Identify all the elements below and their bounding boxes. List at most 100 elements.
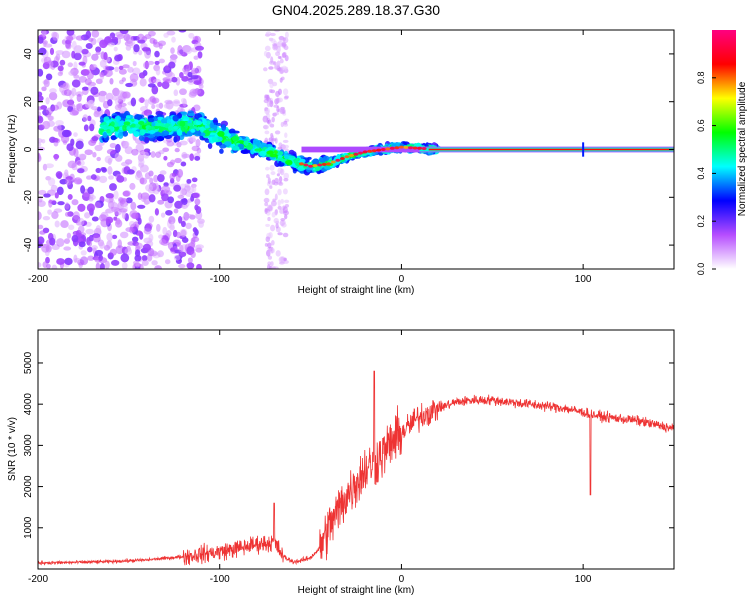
spectrogram-cell	[71, 40, 77, 50]
spectrogram-cell	[276, 97, 280, 104]
colorbar-tick-label: 0.2	[696, 215, 706, 228]
spectrogram-cell	[279, 168, 285, 176]
spectrogram-cell	[113, 190, 119, 200]
spectrogram-cell	[280, 198, 284, 204]
spectrogram-cell	[106, 71, 114, 76]
spectrogram-cell	[171, 76, 178, 83]
spectrogram-cell	[274, 208, 279, 215]
spectrogram-cell	[95, 78, 103, 85]
spectrogram-cell	[266, 249, 271, 257]
spectrogram-cell	[122, 64, 130, 69]
spectrogram-cell	[73, 52, 82, 61]
spectrogram-cell	[282, 51, 287, 58]
spectrogram-cell	[78, 76, 87, 83]
spectrogram-cell	[276, 157, 284, 162]
spectrogram-cell	[173, 184, 182, 192]
spectrogram-cell	[189, 135, 196, 142]
spectrogram-cell	[176, 49, 185, 56]
spectrogram-cell	[109, 183, 117, 191]
spectrogram-cell	[155, 265, 161, 269]
spectrogram-cell	[115, 217, 121, 225]
spectrogram-cell	[184, 45, 193, 55]
spectrogram-cell	[82, 114, 89, 122]
spectrogram-x-tick-label: 100	[575, 274, 592, 285]
spectrogram-cell	[75, 140, 84, 150]
spectrogram-cell	[60, 220, 69, 229]
spectrogram-cell	[56, 258, 65, 265]
colorbar-tick-label: 0.4	[696, 167, 706, 180]
spectrogram-cell	[135, 242, 143, 249]
spectrogram-cell	[115, 248, 121, 253]
spectrogram-cell	[106, 232, 113, 242]
spectrogram-cell	[43, 56, 52, 65]
colorbar-ticks: 0.0 0.2 0.4 0.6 0.8	[696, 72, 716, 275]
snr-plot-area	[38, 330, 674, 569]
spectrogram-cell	[54, 138, 61, 144]
spectrogram-x-tick-label: -100	[210, 274, 230, 285]
spectrogram-cell	[68, 70, 78, 77]
spectrogram-cell	[133, 44, 140, 53]
snr-y-ticks: 1000 2000 3000 4000 5000	[23, 351, 674, 539]
spectrogram-cell	[268, 89, 273, 93]
snr-frame	[37, 329, 675, 570]
colorbar: 0.0 0.2 0.4 0.6 0.8 Normalized spectral ampl…	[696, 30, 748, 275]
spectrogram-cell	[192, 192, 201, 199]
spectrogram-cell	[283, 154, 290, 160]
spectrogram-cell	[88, 139, 97, 146]
spectrogram-cell	[116, 175, 125, 183]
spectrogram-cell	[277, 55, 282, 59]
spectrogram-cell	[194, 155, 201, 161]
spectrogram-cell	[68, 98, 74, 108]
spectrogram-cell	[169, 159, 176, 165]
spectrogram-cell	[66, 232, 72, 239]
spectrogram-cell	[95, 262, 101, 269]
spectrogram-cell	[176, 129, 183, 136]
spectrogram-x-tick-label: -200	[28, 274, 48, 285]
spectrogram-cell	[96, 106, 102, 112]
spectrogram-cell	[283, 177, 289, 182]
spectrogram-cell	[166, 30, 176, 36]
spectrogram-cell	[168, 125, 173, 131]
snr-y-tick-label: 5000	[23, 351, 34, 374]
spectrogram-cell	[198, 220, 204, 228]
spectrogram-cell	[282, 139, 289, 143]
spectrogram-cell	[221, 124, 227, 131]
spectrogram-cell	[240, 149, 249, 154]
spectrogram-cell	[287, 155, 296, 161]
spectrogram-cell	[117, 132, 124, 139]
spectrogram-cell	[144, 34, 152, 40]
snr-x-tick-label: 0	[399, 574, 405, 585]
spectrogram-cell	[56, 186, 64, 196]
spectrogram-cell	[38, 153, 41, 162]
spectrogram-cell	[175, 135, 181, 142]
spectrogram-cell	[107, 166, 113, 175]
spectrogram-cell	[94, 249, 104, 256]
spectrogram-cell	[269, 164, 275, 171]
spectrogram-cell	[104, 65, 109, 74]
spectrogram-cell	[265, 166, 270, 171]
spectrogram-cell	[138, 135, 145, 141]
spectrogram-cell	[77, 203, 86, 212]
spectrogram-cell	[77, 217, 85, 226]
spectrogram-cell	[54, 192, 59, 199]
spectrogram-cell	[219, 148, 224, 154]
spectrogram-cell	[317, 163, 323, 167]
spectrogram-cell	[157, 199, 165, 205]
spectrogram-cell	[284, 214, 288, 220]
spectrogram-cell	[180, 220, 186, 228]
spectrogram-cell	[99, 39, 108, 49]
spectrogram-cell	[122, 130, 129, 137]
snr-series	[38, 370, 674, 566]
spectrogram-cell	[119, 30, 129, 35]
spectrogram-cell	[243, 140, 249, 146]
spectrogram-cell	[104, 260, 110, 269]
spectrogram-cell	[125, 35, 134, 44]
spectrogram-cell	[284, 31, 289, 39]
spectrogram-cell	[125, 115, 131, 119]
spectrogram-cell	[171, 36, 176, 43]
spectrogram-cell	[73, 132, 78, 138]
spectrogram-cell	[77, 153, 87, 159]
spectrogram-cell	[335, 158, 341, 162]
spectrogram-cell	[271, 211, 276, 218]
